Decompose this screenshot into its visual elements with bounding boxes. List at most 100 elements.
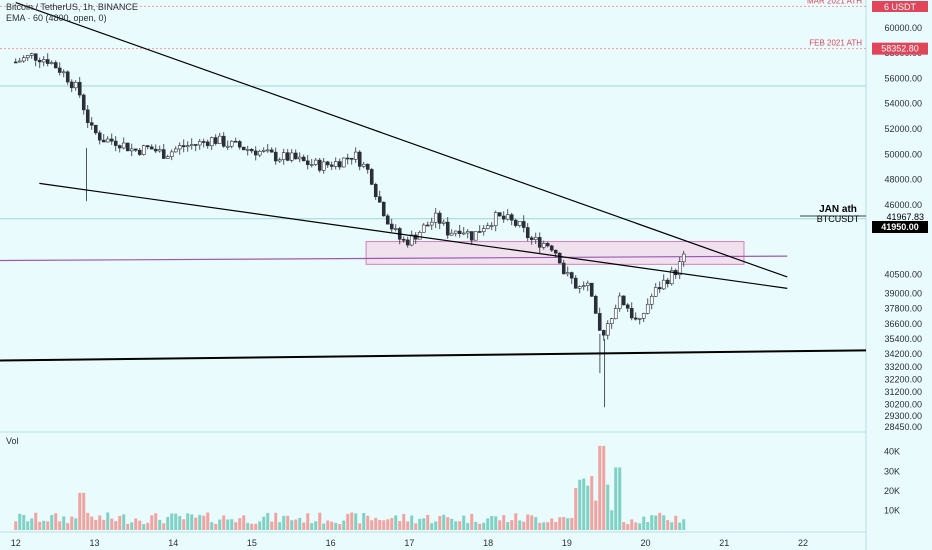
- volume-bar: [626, 524, 630, 530]
- volume-bar: [618, 467, 622, 530]
- volume-bar: [286, 515, 290, 530]
- candle-body: [65, 71, 70, 83]
- candle-body: [321, 161, 326, 171]
- candle-body: [229, 140, 234, 147]
- candle-body: [661, 279, 666, 290]
- candle-body: [533, 237, 538, 240]
- volume-bar: [370, 520, 374, 530]
- volume-bar: [170, 513, 174, 530]
- volume-bar: [678, 522, 682, 530]
- volume-bar: [22, 514, 26, 530]
- candle-body: [425, 224, 430, 227]
- candle-body: [489, 225, 494, 227]
- candle-body: [33, 53, 38, 61]
- long-support-trendline: [0, 349, 867, 362]
- candle-body: [241, 146, 246, 151]
- volume-bar: [318, 512, 322, 530]
- volume-bar: [126, 523, 130, 530]
- volume-tick-label: 20K: [884, 486, 900, 496]
- volume-bar: [546, 522, 550, 530]
- volume-bar: [122, 514, 126, 530]
- volume-bar: [574, 488, 578, 530]
- volume-bar: [498, 520, 502, 530]
- y-tick-label: 52000.00: [884, 124, 922, 134]
- candle-body: [433, 212, 438, 223]
- volume-bar: [346, 513, 350, 530]
- candle-body: [265, 149, 270, 152]
- x-tick-label: 20: [641, 538, 651, 548]
- volume-bar: [522, 521, 526, 530]
- volume-bar: [154, 513, 158, 530]
- candle-body: [193, 144, 198, 146]
- candle-body: [57, 67, 62, 73]
- volume-bar: [294, 519, 298, 530]
- volume-bar: [558, 517, 562, 530]
- candle-body: [261, 150, 266, 152]
- volume-bar: [418, 518, 422, 530]
- candle-body: [349, 157, 354, 160]
- volume-bar: [350, 512, 354, 530]
- candle-body: [281, 152, 286, 161]
- volume-bar: [186, 513, 190, 530]
- volume-bar: [26, 521, 30, 530]
- volume-bar: [530, 515, 534, 530]
- volume-bar: [254, 523, 258, 530]
- candle-body: [405, 239, 410, 246]
- y-tick-label: 48000.00: [884, 175, 922, 185]
- candle-body: [593, 296, 598, 314]
- volume-bar: [306, 513, 310, 530]
- volume-bar: [402, 513, 406, 530]
- volume-bar: [142, 524, 146, 530]
- candle-body: [133, 148, 138, 151]
- candle-body: [257, 151, 262, 156]
- candle-body: [461, 232, 466, 235]
- candle-body: [61, 71, 66, 74]
- candle-body: [121, 142, 126, 149]
- volume-bar: [398, 521, 402, 530]
- candle-body: [413, 234, 418, 240]
- lower-channel-trendline: [39, 182, 788, 289]
- volume-bar: [510, 520, 514, 530]
- candle-body: [277, 159, 282, 162]
- volume-tick-label: 10K: [884, 505, 900, 515]
- candle-body: [513, 219, 518, 226]
- y-tick-label: 46000.00: [884, 200, 922, 210]
- candle-body: [637, 318, 642, 320]
- volume-bar: [422, 518, 426, 530]
- volume-bar: [74, 518, 78, 530]
- candle-body: [609, 318, 614, 324]
- volume-bar: [414, 523, 418, 530]
- volume-bar: [146, 522, 150, 530]
- symbol-title[interactable]: Bitcoin / TetherUS, 1h, BINANCE: [6, 2, 138, 12]
- candle-body: [625, 304, 630, 309]
- candle-body: [509, 214, 514, 221]
- volume-bar: [222, 515, 226, 530]
- volume-bar: [62, 516, 66, 530]
- volume-bar: [274, 512, 278, 530]
- candle-body: [177, 145, 182, 150]
- volume-bar: [474, 521, 478, 530]
- volume-bar: [338, 524, 342, 530]
- candle-body: [537, 237, 542, 248]
- volume-bar: [386, 519, 390, 530]
- volume-bar: [138, 520, 142, 530]
- volume-bar: [450, 518, 454, 530]
- volume-bar: [82, 492, 86, 530]
- candle-body: [205, 141, 210, 147]
- candle-body: [605, 323, 610, 336]
- x-tick-label: 19: [562, 538, 572, 548]
- x-tick-label: 18: [483, 538, 493, 548]
- volume-label[interactable]: Vol: [6, 436, 19, 446]
- candle-body: [217, 135, 222, 144]
- volume-bar: [578, 479, 582, 530]
- volume-bar: [610, 510, 614, 530]
- volume-bar: [642, 516, 646, 530]
- candle-body: [565, 272, 570, 275]
- ema-legend[interactable]: EMA · 60 (4800, open, 0): [6, 13, 107, 23]
- btc-price-label: 41967.83: [886, 212, 924, 222]
- x-tick-label: 17: [404, 538, 414, 548]
- x-tick-label: 13: [89, 538, 99, 548]
- candle-body: [117, 145, 122, 149]
- candle-body: [29, 53, 34, 56]
